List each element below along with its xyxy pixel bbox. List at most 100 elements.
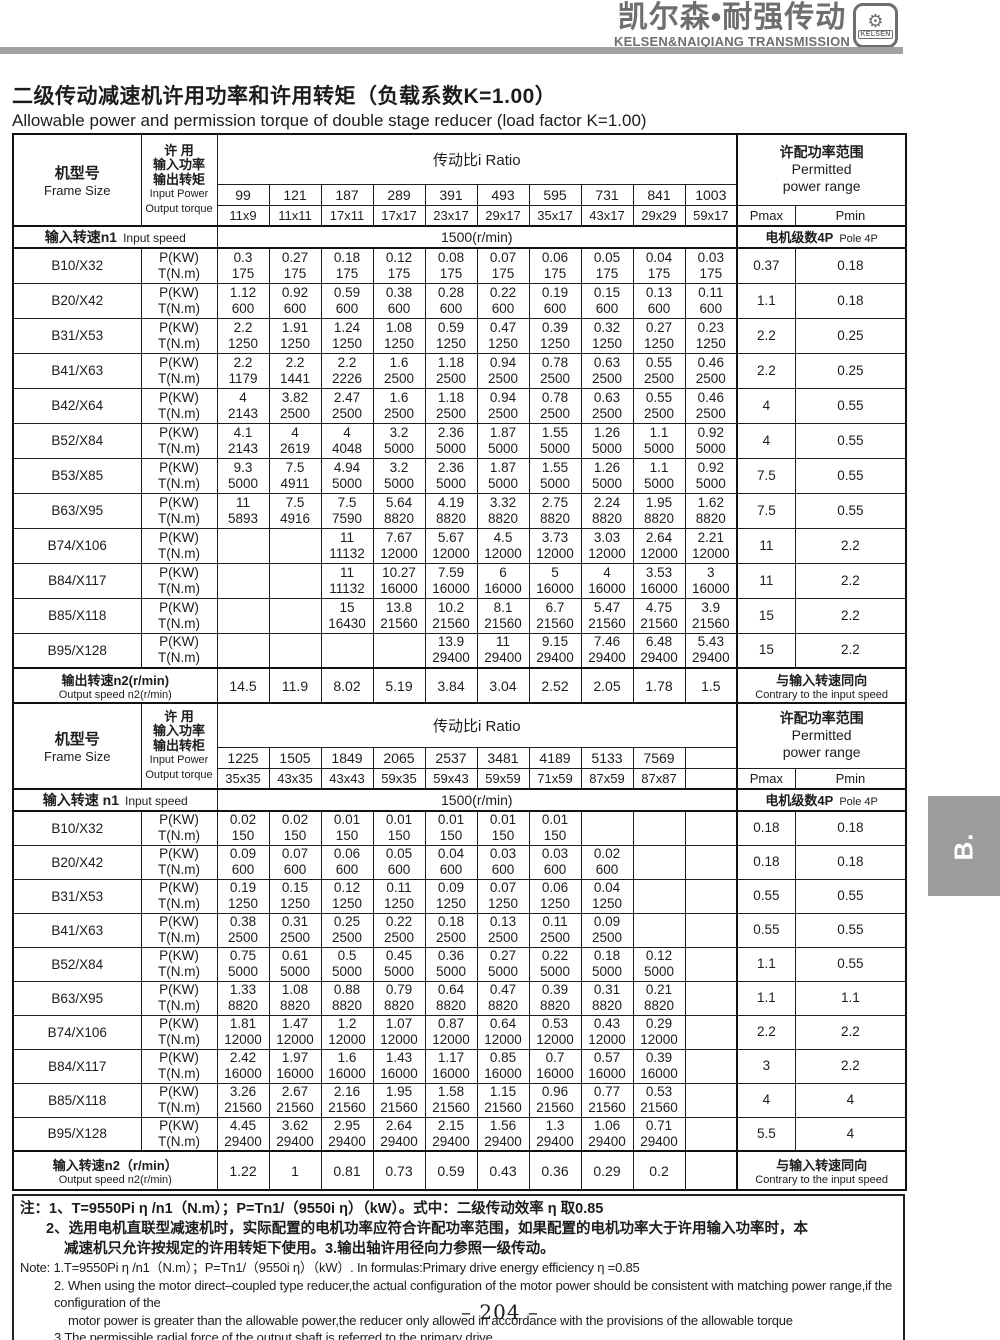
p-value: 0.46: [697, 354, 724, 370]
pt-label-cell: P(KW) T(N.m): [140, 422, 218, 459]
gear-icon: ⚙: [867, 11, 884, 31]
t-value: 600: [439, 862, 463, 877]
output-speed-value: 2.52: [528, 667, 582, 704]
power-header-line: Input Power: [149, 188, 209, 201]
t-label: T(N.m): [158, 440, 200, 456]
ratio-value: 4189: [528, 746, 582, 769]
p-value: 9.3: [233, 459, 253, 475]
p-label: P(KW): [159, 389, 199, 405]
p-value: 0.55: [645, 354, 673, 370]
pole-cell: 电机级数4P Pole 4P: [736, 225, 907, 249]
pmax-cell: 4: [736, 422, 796, 459]
table-row: B84/X117 P(KW) T(N.m) 11 11132 10.27 16000 7.59…: [12, 562, 907, 599]
value-cell: 0.03 600: [476, 844, 530, 880]
value-cell: 4.19 8820: [424, 492, 478, 529]
value-cell: 4.45 29400: [216, 1116, 270, 1152]
section-tab-label: B.: [948, 832, 979, 860]
t-value: 16000: [536, 1066, 574, 1081]
p-value: 2.95: [333, 1117, 361, 1133]
value-cell: 0.46 2500: [684, 352, 738, 389]
value-cell: 5.47 21560: [580, 597, 634, 634]
value-cell: 3.73 12000: [528, 527, 582, 564]
pmin-header: Pmin: [794, 767, 907, 790]
p-value: 0.29: [645, 1016, 673, 1031]
t-label: T(N.m): [158, 405, 200, 421]
pmin-cell: 0.55: [794, 946, 907, 982]
t-value: 4916: [279, 510, 311, 526]
value-cell: 1.58 21560: [424, 1082, 478, 1118]
t-value: 5000: [383, 964, 415, 979]
pmin-cell: 4: [794, 1082, 907, 1118]
value-cell: 3.2 5000: [372, 422, 426, 459]
value-cell: 2.47 2500: [320, 387, 374, 424]
p-value: 0.22: [385, 914, 413, 929]
pmax-cell: 1.1: [736, 980, 796, 1016]
t-value: 5000: [435, 475, 467, 491]
t-value: 1250: [227, 335, 259, 351]
p-value: 0.27: [645, 319, 673, 335]
value-cell: 0.03 600: [528, 844, 582, 880]
frame-cell: B74/X106: [12, 1014, 142, 1050]
t-value: 5000: [383, 440, 415, 456]
table-row: B74/X106 P(KW) T(N.m) 1.81 12000 1.47 12000 1.2…: [12, 1014, 907, 1050]
t-value: 600: [231, 862, 255, 877]
t-label: T(N.m): [158, 580, 200, 596]
p-value: 0.15: [281, 880, 309, 895]
t-value: 5000: [643, 964, 675, 979]
pt-label-cell: P(KW) T(N.m): [140, 1116, 218, 1152]
power-header-line: Input Power: [149, 754, 209, 767]
pmax-cell: 15: [736, 632, 796, 669]
t-value: 29400: [588, 1133, 626, 1149]
permitted-header-line: power range: [782, 744, 861, 761]
t-value: 12000: [484, 1032, 522, 1047]
p-value: 3.32: [489, 494, 517, 510]
p-value: 0.88: [333, 982, 361, 997]
pt-label-cell: P(KW) T(N.m): [140, 1082, 218, 1118]
value-cell: 4 2143: [216, 387, 270, 424]
output-speed-label: 输入转速n2（r/min） Output speed n2(r/min): [12, 1150, 218, 1191]
p-value: 2.21: [697, 529, 724, 545]
value-cell: 0.03 175: [684, 247, 738, 284]
power-header-line: 输入功率: [152, 157, 205, 173]
ratio-title: 传动比i Ratio: [216, 702, 738, 748]
pmax-cell: 2.2: [736, 1014, 796, 1050]
value-cell: 1.43 16000: [372, 1048, 426, 1084]
input-power-header: 许 用输入功率 输出转柜 Input Power Output torque: [140, 702, 218, 790]
value-cell: 0.05 600: [372, 844, 426, 880]
pmax-cell: 11: [736, 562, 796, 599]
t-value: 2500: [643, 405, 675, 421]
output-speed-value: 0.36: [528, 1150, 582, 1191]
value-cell: 0.13 600: [632, 282, 686, 319]
p-value: 0.03: [697, 249, 724, 265]
p-value: 0.28: [437, 284, 465, 300]
table-row: B95/X128 P(KW) T(N.m) 4.45 29400 3.62 29400 2.9…: [12, 1116, 907, 1152]
t-label: T(N.m): [158, 335, 200, 351]
table-row: B42/X64 P(KW) T(N.m) 4 2143 3.82 2500 2.47 2500 1…: [12, 387, 907, 424]
input-speed-en: Input speed: [123, 231, 186, 245]
permitted-power-header: 许配功率范围 Permitted power range: [736, 702, 907, 769]
pmax-cell: 1.1: [736, 946, 796, 982]
t-label: T(N.m): [158, 1032, 200, 1047]
direction-en: Contrary to the input speed: [755, 1174, 888, 1186]
p-value: 0.01: [385, 812, 413, 828]
value-cell: 1.18 2500: [424, 352, 478, 389]
pmax-cell: 0.37: [736, 247, 796, 284]
frame-size-cn: 机型号: [54, 731, 100, 748]
t-value: 600: [491, 862, 515, 877]
t-value: 600: [231, 300, 255, 316]
table-row: B41/X63 P(KW) T(N.m) 0.38 2500 0.31 2500 0.25 25…: [12, 912, 907, 948]
pmin-cell: 0.25: [794, 317, 907, 354]
pmax-cell: 7.5: [736, 492, 796, 529]
value-cell: 0.08 175: [424, 247, 478, 284]
t-value: 2500: [539, 405, 571, 421]
p-value: 1.17: [437, 1050, 465, 1065]
p-value: 2.67: [281, 1084, 309, 1099]
p-value: 2.36: [437, 459, 465, 475]
t-value: 12000: [328, 1032, 366, 1047]
value-cell: 1.24 1250: [320, 317, 374, 354]
value-cell: 0.47 1250: [476, 317, 530, 354]
header-divider: [0, 47, 903, 54]
t-value: 29400: [536, 650, 574, 666]
p-value: 2.2: [233, 354, 253, 370]
